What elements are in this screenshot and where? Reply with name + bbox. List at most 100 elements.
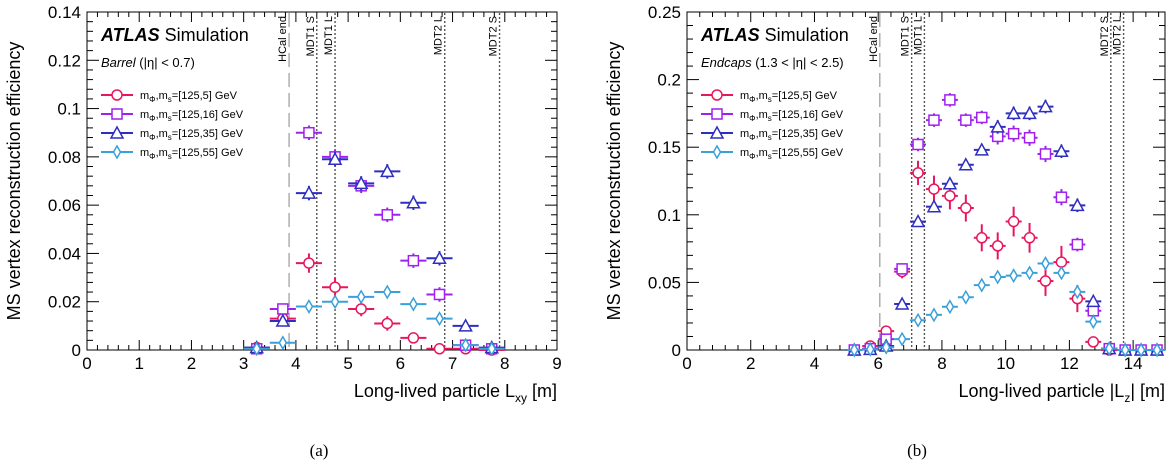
marker-triangle	[894, 296, 910, 310]
marker-diamond	[278, 335, 288, 351]
legend-entry: mΦ,ms=[125,16] GeV	[740, 109, 844, 123]
marker-square	[111, 108, 123, 120]
marker-diamond	[977, 277, 987, 293]
marker-square	[1055, 191, 1068, 203]
marker-diamond	[1072, 284, 1082, 300]
legend-entry: mΦ,ms=[125,5] GeV	[140, 90, 238, 104]
marker-circle	[1023, 232, 1036, 244]
marker-triangle	[1070, 197, 1085, 212]
marker-diamond	[1120, 342, 1130, 358]
marker-circle	[1039, 275, 1052, 287]
marker-triangle	[1038, 99, 1053, 113]
marker-square	[711, 108, 723, 120]
marker-diamond	[1009, 268, 1019, 284]
marker-circle	[303, 257, 315, 269]
marker-triangle	[709, 125, 725, 139]
boundary-label: HCal end	[277, 16, 289, 62]
marker-triangle	[458, 318, 473, 332]
marker-triangle	[406, 195, 421, 209]
marker-square	[1039, 148, 1052, 160]
marker-triangle	[380, 163, 395, 178]
y-tick-label: 0.08	[48, 148, 81, 167]
x-axis-title: Long-lived particle |Lz| [m]	[959, 381, 1165, 405]
y-tick-label: 0.05	[648, 273, 681, 292]
y-tick-label: 0.2	[657, 71, 681, 90]
y-tick-label: 0.1	[57, 100, 81, 119]
x-tick-label: 8	[500, 354, 509, 373]
marker-diamond	[1136, 342, 1146, 358]
marker-triangle	[926, 199, 942, 213]
marker-triangle	[1022, 105, 1037, 120]
series-1	[846, 160, 1165, 356]
marker-triangle	[910, 213, 926, 228]
marker-triangle	[958, 157, 974, 171]
marker-diamond	[112, 144, 122, 160]
x-tick-label: 1	[134, 354, 143, 373]
region-label: Endcaps (1.3 < |η| < 2.5)	[701, 55, 844, 70]
y-tick-label: 0.15	[648, 138, 681, 157]
marker-circle	[976, 232, 988, 244]
marker-diamond	[1041, 255, 1050, 271]
x-tick-label: 0	[682, 354, 691, 373]
atlas-label: ATLAS Simulation	[100, 25, 249, 45]
x-tick-label: 6	[873, 354, 882, 373]
marker-square	[303, 126, 315, 139]
panel-caption: (a)	[310, 441, 329, 460]
region-label: Barrel (|η| < 0.7)	[101, 55, 195, 70]
marker-triangle	[109, 125, 125, 139]
series-4	[846, 255, 1165, 358]
marker-square	[381, 209, 394, 221]
x-tick-label: 14	[1124, 354, 1143, 373]
marker-diamond	[1057, 265, 1066, 281]
atlas-label: ATLAS Simulation	[700, 25, 849, 45]
marker-diamond	[304, 299, 314, 315]
marker-square	[896, 263, 908, 275]
boundary-label: MDT1 S	[305, 16, 317, 56]
marker-diamond	[913, 312, 923, 328]
marker-diamond	[435, 311, 444, 327]
marker-circle	[711, 89, 723, 101]
legend-entry: mΦ,ms=[125,5] GeV	[740, 90, 838, 104]
panel-b: 0 2 4 6 8 10 12 14 0 0.05 0.1 0.15 0.2 0.25 Long-lived…	[604, 3, 1166, 460]
y-tick-label: 0	[672, 341, 681, 360]
marker-circle	[381, 317, 394, 330]
x-tick-label: 4	[810, 354, 819, 373]
marker-square	[928, 114, 940, 126]
y-axis-title: MS vertex reconstruction efficiency	[4, 42, 24, 321]
marker-circle	[912, 167, 924, 179]
marker-triangle	[1006, 105, 1021, 120]
series-3	[846, 99, 1165, 356]
legend-entry: mΦ,ms=[125,35] GeV	[740, 128, 844, 142]
y-tick-label: 0.06	[48, 196, 81, 215]
y-tick-label: 0.12	[48, 51, 81, 70]
x-tick-label: 0	[82, 354, 91, 373]
marker-square	[944, 94, 956, 106]
boundary-label: MDT1 S	[900, 16, 912, 56]
marker-diamond	[1104, 341, 1114, 357]
x-tick-label: 12	[1060, 354, 1079, 373]
boundary-label: MDT2 S	[1099, 16, 1111, 56]
marker-circle	[944, 190, 956, 202]
marker-triangle	[275, 313, 291, 327]
marker-diamond	[961, 289, 971, 305]
marker-square	[1023, 131, 1036, 144]
marker-circle	[407, 332, 420, 344]
y-tick-label: 0.1	[657, 206, 681, 225]
x-tick-label: 5	[343, 354, 352, 373]
y-tick-label: 0.25	[648, 3, 681, 22]
boundary-label: MDT1 L	[912, 16, 924, 55]
marker-circle	[1087, 336, 1100, 348]
x-tick-label: 2	[746, 354, 755, 373]
x-tick-label: 4	[291, 354, 300, 373]
x-tick-label: 6	[396, 354, 405, 373]
marker-diamond	[897, 331, 907, 347]
marker-triangle	[990, 119, 1005, 133]
marker-diamond	[849, 342, 859, 358]
marker-diamond	[712, 144, 722, 160]
x-tick-label: 10	[996, 354, 1015, 373]
x-tick-label: 8	[937, 354, 946, 373]
boundary-label: MDT1 L	[323, 16, 335, 55]
marker-diamond	[487, 341, 497, 357]
marker-square	[976, 111, 988, 124]
marker-square	[960, 114, 972, 126]
